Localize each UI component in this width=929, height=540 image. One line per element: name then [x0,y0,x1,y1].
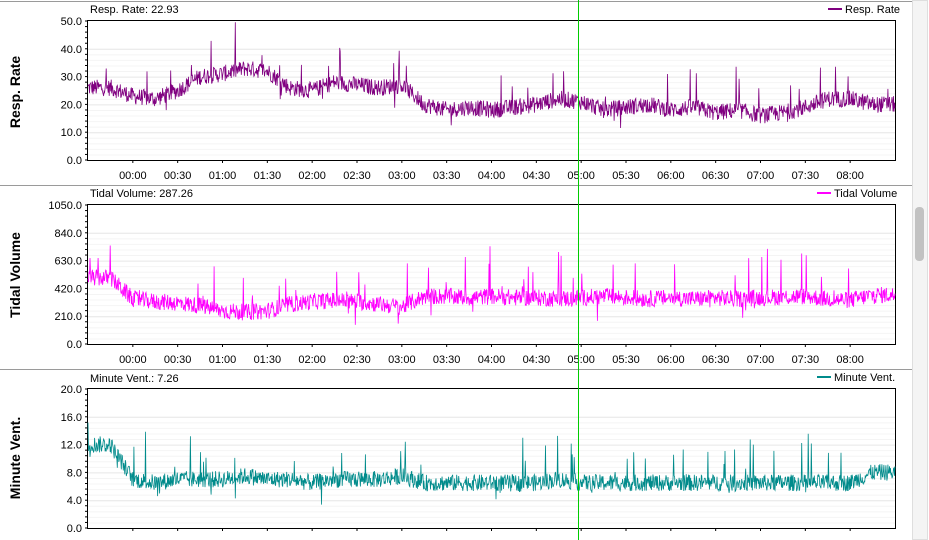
y-tick-label: 50.0 [61,16,82,28]
x-tick-label: 00:00 [119,354,147,366]
x-tick-label: 08:00 [836,170,864,182]
y-tick-label: 0.0 [67,155,82,167]
current-value-readout: Tidal Volume: 287.26 [90,188,193,200]
y-tick-labels: 0.0 10.0 20.0 30.0 40.0 50.0 [61,16,88,167]
x-tick-label: 02:30 [343,354,371,366]
x-tick-label: 07:00 [747,170,775,182]
current-value-readout: Resp. Rate: 22.93 [90,4,179,16]
x-tick-label: 03:00 [388,170,416,182]
x-tick-label: 01:30 [254,170,282,182]
x-tick-label: 01:30 [254,354,282,366]
y-axis-label: Resp. Rate [7,56,23,129]
x-tick-label: 06:00 [657,354,685,366]
y-tick-label: 20.0 [61,384,82,396]
x-tick-label: 02:30 [343,170,371,182]
y-tick-label: 420.0 [54,283,82,295]
x-tick-label: 00:00 [119,170,147,182]
resp-rate-panel: Resp. Rate Resp. Rate: 22.93 Resp. Rate … [0,1,912,182]
x-tick-label: 01:00 [209,170,237,182]
x-tick-label: 07:30 [792,354,820,366]
y-axis-label: Tidal Volume [7,232,23,318]
series-line [87,422,896,505]
y-tick-label: 4.0 [67,495,82,507]
y-tick-labels: 0.0 4.0 8.0 12.0 16.0 20.0 [61,384,851,535]
x-tick-label: 03:30 [433,170,461,182]
x-tick-label: 06:00 [657,170,685,182]
x-tick-labels: 00:00 00:30 01:00 01:30 02:00 02:30 03:00 03:30… [119,344,864,366]
x-tick-label: 00:30 [164,170,192,182]
y-tick-label: 10.0 [61,127,82,139]
signal-trace [87,22,896,129]
grid-lines [88,232,895,340]
x-tick-label: 04:30 [523,170,551,182]
current-value-readout: Minute Vent.: 7.26 [90,373,179,385]
x-tick-label: 07:30 [792,170,820,182]
x-tick-label: 01:00 [209,354,237,366]
x-tick-label: 05:30 [612,170,640,182]
x-tick-label: 02:00 [298,170,326,182]
legend-entry: Resp. Rate [845,4,900,16]
x-tick-label: 06:30 [702,354,730,366]
x-tick-label: 07:00 [747,354,775,366]
y-tick-labels: 0.0 210.0 420.0 630.0 840.0 1050.0 [48,200,88,351]
y-tick-label: 0.0 [67,523,82,535]
x-tick-label: 03:30 [433,354,461,366]
plot-area [87,388,896,529]
tidal-volume-panel: Tidal Volume Tidal Volume: 287.26 Tidal … [0,185,912,366]
x-tick-label: 08:00 [836,354,864,366]
y-tick-label: 16.0 [61,412,82,424]
x-tick-labels: 00:00 00:30 01:00 01:30 02:00 02:30 03:00 03:30… [119,160,864,182]
minute-vent-panel: Minute Vent. Minute Vent.: 7.26 Minute V… [0,369,912,535]
y-tick-label: 1050.0 [48,200,82,212]
y-tick-label: 630.0 [54,256,82,268]
legend-entry: Tidal Volume [834,188,897,200]
x-tick-label: 05:30 [612,354,640,366]
scrollbar-track[interactable] [912,0,928,540]
y-axis-label: Minute Vent. [7,417,23,499]
x-tick-label: 00:30 [164,354,192,366]
vertical-scrollbar[interactable] [912,0,928,540]
legend-entry: Minute Vent. [834,372,895,384]
x-tick-label: 05:00 [567,170,595,182]
x-tick-label: 06:30 [702,170,730,182]
signal-trace [87,422,896,505]
signal-trace [87,245,896,325]
x-tick-label: 05:00 [567,354,595,366]
y-tick-label: 40.0 [61,44,82,56]
y-tick-label: 30.0 [61,72,82,84]
y-tick-label: 0.0 [67,339,82,351]
y-tick-label: 20.0 [61,99,82,111]
plot-area [87,204,896,345]
y-tick-label: 840.0 [54,228,82,240]
series-line [87,22,896,129]
series-line [87,245,896,325]
plot-area [87,20,896,161]
y-tick-label: 12.0 [61,440,82,452]
y-tick-label: 8.0 [67,467,82,479]
scrollbar-thumb[interactable] [915,207,924,261]
x-tick-label: 03:00 [388,354,416,366]
x-tick-label: 04:00 [478,170,506,182]
x-tick-label: 04:30 [523,354,551,366]
x-tick-label: 04:00 [478,354,506,366]
y-tick-label: 210.0 [54,311,82,323]
x-tick-label: 02:00 [298,354,326,366]
